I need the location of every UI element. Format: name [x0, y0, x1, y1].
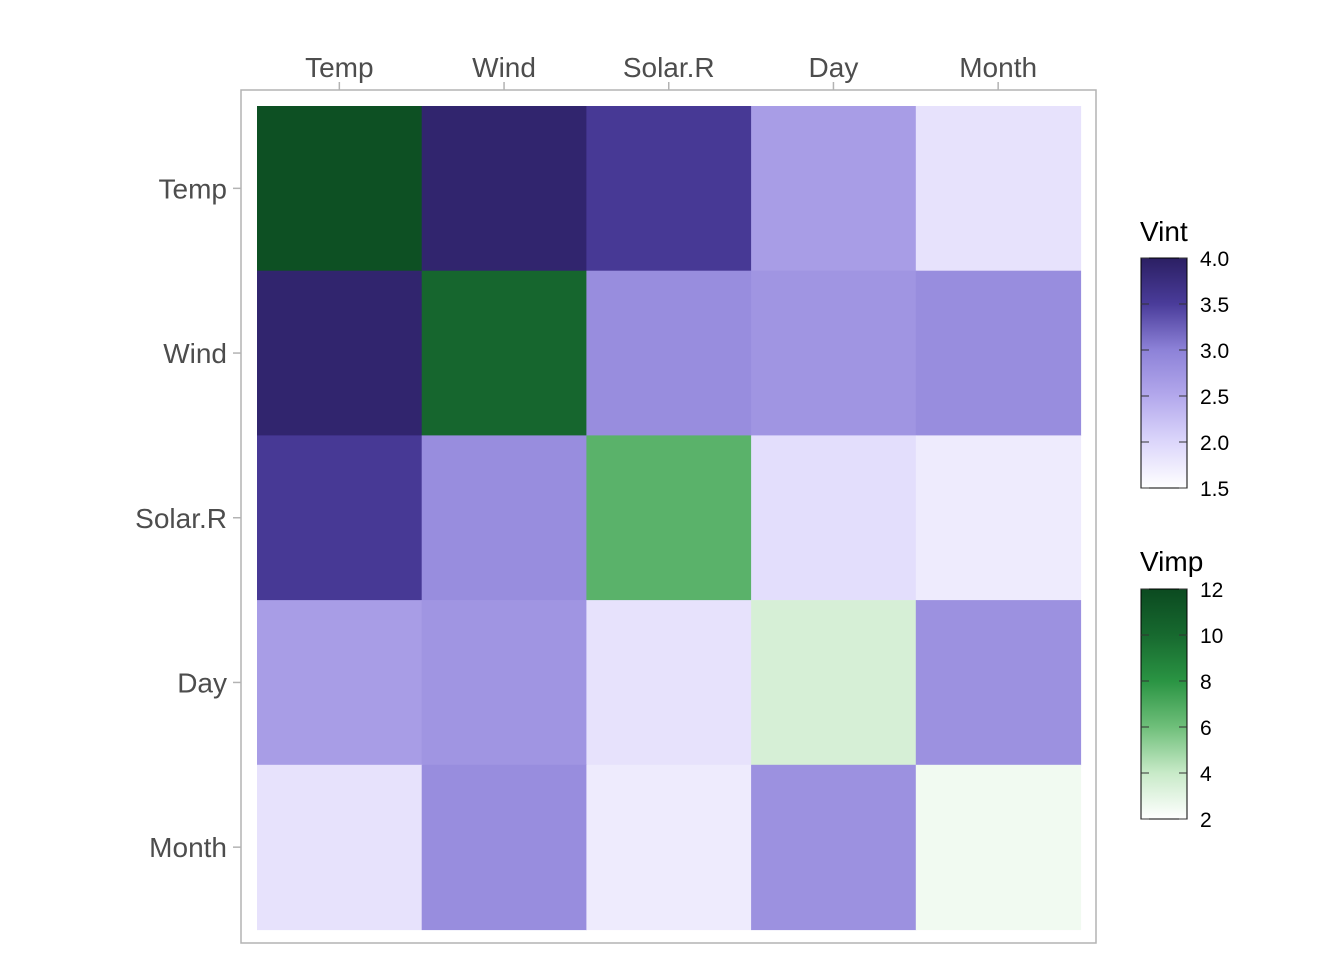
- heatmap-cell-month-day: [751, 764, 917, 931]
- heatmap-cells: [257, 106, 1082, 931]
- heatmap-cell-month-solarr: [586, 764, 752, 931]
- vimp-colorbar: [1140, 588, 1188, 820]
- heatmap-cell-wind-solarr: [586, 270, 752, 436]
- heatmap-cell-day-temp: [257, 600, 423, 766]
- vint-tick-label: 4.0: [1200, 248, 1229, 271]
- x-axis-top: Temp Wind Solar.R Day Month: [305, 52, 1037, 90]
- heatmap-cell-wind-day: [751, 270, 917, 436]
- heatmap-cell-solarr-wind: [421, 435, 587, 601]
- x-tick-label: Solar.R: [623, 52, 715, 83]
- x-tick-label: Wind: [472, 52, 536, 83]
- heatmap-cell-solarr-month: [915, 435, 1082, 601]
- vimp-tick-label: 10: [1200, 625, 1223, 648]
- vimp-legend-title: Vimp: [1140, 546, 1203, 577]
- vint-colorbar: [1140, 257, 1188, 489]
- vimp-tick-label: 6: [1200, 717, 1212, 740]
- heatmap-cell-temp-day: [751, 106, 917, 272]
- vimp-tick-label: 4: [1200, 763, 1212, 786]
- x-tick-label: Temp: [305, 52, 373, 83]
- vint-tick-label: 3.0: [1200, 340, 1229, 363]
- vint-tick-label: 1.5: [1200, 478, 1229, 501]
- y-tick-label: Day: [177, 667, 227, 698]
- heatmap-cell-wind-wind: [421, 270, 587, 436]
- heatmap-cell-wind-temp: [257, 270, 423, 436]
- heatmap-cell-month-wind: [421, 764, 587, 931]
- vint-legend-title: Vint: [1140, 216, 1188, 247]
- heatmap-cell-wind-month: [915, 270, 1082, 436]
- vint-tick-label: 2.0: [1200, 432, 1229, 455]
- heatmap-cell-temp-temp: [257, 106, 423, 272]
- heatmap-cell-day-solarr: [586, 600, 752, 766]
- heatmap-cell-solarr-day: [751, 435, 917, 601]
- heatmap-cell-solarr-temp: [257, 435, 423, 601]
- y-tick-label: Temp: [159, 173, 227, 204]
- heatmap-cell-solarr-solarr: [586, 435, 752, 601]
- heatmap-cell-month-temp: [257, 764, 423, 931]
- heatmap-cell-temp-month: [915, 106, 1082, 272]
- vimp-tick-label: 12: [1200, 579, 1223, 602]
- heatmap-cell-day-wind: [421, 600, 587, 766]
- y-axis-left: Temp Wind Solar.R Day Month: [135, 173, 241, 863]
- y-tick-label: Wind: [163, 338, 227, 369]
- heatmap-cell-day-month: [915, 600, 1082, 766]
- vint-tick-label: 3.5: [1200, 294, 1229, 317]
- x-tick-label: Month: [959, 52, 1037, 83]
- x-tick-label: Day: [809, 52, 859, 83]
- heatmap-cell-temp-wind: [421, 106, 587, 272]
- vint-tick-label: 2.5: [1200, 386, 1229, 409]
- vimp-tick-label: 8: [1200, 671, 1212, 694]
- heatmap-cell-day-day: [751, 600, 917, 766]
- vimp-tick-label: 2: [1200, 809, 1212, 832]
- heatmap-cell-temp-solarr: [586, 106, 752, 272]
- y-tick-label: Month: [149, 832, 227, 863]
- heatmap-cell-month-month: [915, 764, 1082, 931]
- y-tick-label: Solar.R: [135, 503, 227, 534]
